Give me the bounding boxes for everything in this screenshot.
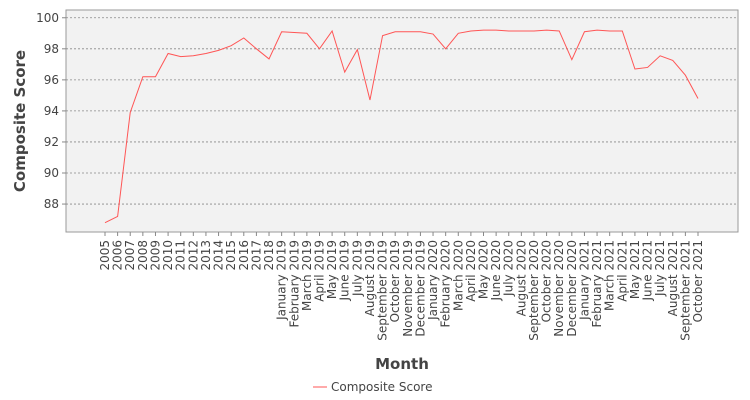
x-tick-label: August 2019 bbox=[363, 240, 377, 316]
x-tick-label: October 2021 bbox=[691, 240, 705, 322]
x-tick-label: June 2019 bbox=[338, 240, 352, 302]
x-tick-label: 2013 bbox=[199, 240, 213, 271]
x-tick-label: June 2021 bbox=[641, 240, 655, 302]
y-tick-label: 92 bbox=[44, 135, 59, 149]
y-tick-label: 90 bbox=[44, 166, 59, 180]
x-tick-label: 2017 bbox=[249, 240, 263, 271]
x-tick-label: 2005 bbox=[98, 240, 112, 271]
x-tick-label: 2016 bbox=[237, 240, 251, 271]
x-tick-label: February 2019 bbox=[287, 240, 301, 328]
x-tick-label: 2006 bbox=[111, 240, 125, 271]
x-tick-label: 2014 bbox=[212, 240, 226, 271]
x-tick-label: 2009 bbox=[148, 240, 162, 271]
y-tick-label: 96 bbox=[44, 73, 59, 87]
x-tick-label: 2010 bbox=[161, 240, 175, 271]
x-tick-label: February 2021 bbox=[590, 240, 604, 328]
x-tick-label: May 2019 bbox=[325, 240, 339, 299]
x-tick-label: March 2020 bbox=[451, 240, 465, 311]
x-tick-label: November 2019 bbox=[401, 240, 415, 337]
x-tick-label: December 2020 bbox=[565, 240, 579, 337]
x-tick-label: 2007 bbox=[123, 240, 137, 271]
y-axis-title: Composite Score bbox=[11, 50, 29, 192]
x-tick-label: April 2019 bbox=[312, 240, 326, 302]
x-tick-label: October 2020 bbox=[540, 240, 554, 322]
x-tick-label: July 2021 bbox=[653, 240, 667, 297]
y-tick-label: 100 bbox=[36, 11, 59, 25]
x-tick-label: 2008 bbox=[136, 240, 150, 271]
x-tick-label: December 2019 bbox=[413, 240, 427, 337]
x-tick-label: March 2021 bbox=[603, 240, 617, 311]
legend-label: Composite Score bbox=[331, 380, 432, 394]
x-tick-label: June 2020 bbox=[489, 240, 503, 302]
x-tick-label: November 2020 bbox=[552, 240, 566, 337]
x-tick-label: April 2021 bbox=[615, 240, 629, 302]
x-tick-label: September 2020 bbox=[527, 240, 541, 341]
x-tick-label: 2011 bbox=[174, 240, 188, 271]
x-tick-label: July 2019 bbox=[350, 240, 364, 297]
y-tick-label: 98 bbox=[44, 42, 59, 56]
x-tick-label: October 2019 bbox=[388, 240, 402, 322]
x-tick-label: May 2020 bbox=[477, 240, 491, 299]
data-line bbox=[104, 29, 699, 224]
y-tick-label: 88 bbox=[44, 197, 59, 211]
x-tick-label: July 2020 bbox=[502, 240, 516, 297]
x-tick-label: August 2020 bbox=[514, 240, 528, 316]
x-tick-label: September 2021 bbox=[678, 240, 692, 341]
x-tick-label: September 2019 bbox=[376, 240, 390, 341]
x-axis-title: Month bbox=[375, 355, 429, 373]
y-tick-label: 94 bbox=[44, 104, 59, 118]
x-tick-label: 2018 bbox=[262, 240, 276, 271]
x-tick-label: 2012 bbox=[186, 240, 200, 271]
x-tick-label: January 2019 bbox=[275, 240, 289, 321]
plot-area bbox=[65, 9, 739, 233]
x-tick-label: February 2020 bbox=[439, 240, 453, 328]
x-tick-label: April 2020 bbox=[464, 240, 478, 302]
x-tick-label: January 2020 bbox=[426, 240, 440, 321]
x-tick-label: 2015 bbox=[224, 240, 238, 271]
x-tick-label: May 2021 bbox=[628, 240, 642, 299]
x-tick-label: January 2021 bbox=[577, 240, 591, 321]
x-tick-label: March 2019 bbox=[300, 240, 314, 311]
x-tick-label: August 2021 bbox=[666, 240, 680, 316]
